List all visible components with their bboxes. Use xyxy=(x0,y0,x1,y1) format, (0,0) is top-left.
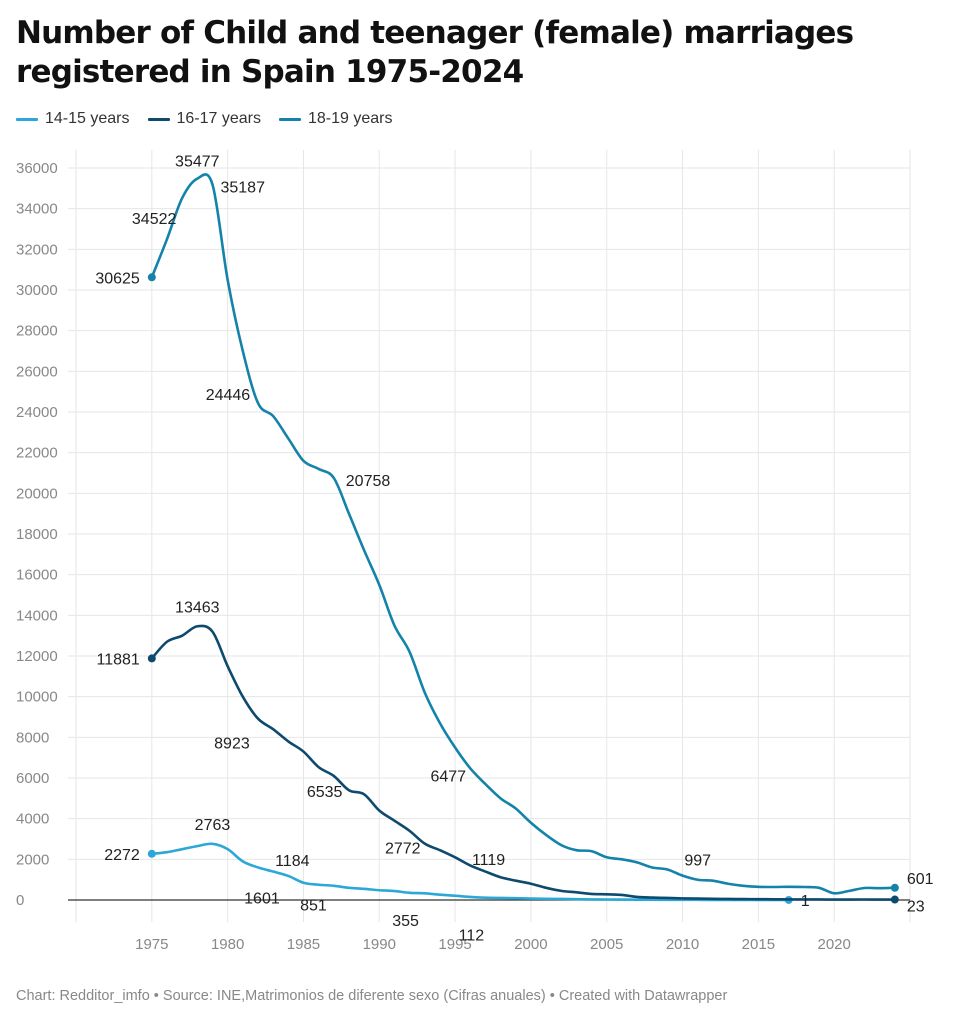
data-label: 1119 xyxy=(472,852,505,869)
data-label: 2772 xyxy=(385,841,421,858)
data-label: 35187 xyxy=(220,180,265,197)
y-tick-label: 20000 xyxy=(16,485,58,502)
y-tick-label: 0 xyxy=(16,892,24,909)
series-start-marker-16-17-years xyxy=(147,654,156,663)
x-tick-label: 1985 xyxy=(287,936,320,953)
x-tick-label: 1980 xyxy=(211,936,244,953)
x-tick-label: 2010 xyxy=(666,936,699,953)
x-tick-label: 1990 xyxy=(363,936,396,953)
data-label: 1 xyxy=(801,893,810,910)
y-tick-label: 24000 xyxy=(16,404,58,421)
data-label: 2763 xyxy=(195,817,231,834)
data-label: 23 xyxy=(907,899,925,916)
data-label: 112 xyxy=(459,928,485,945)
y-tick-label: 28000 xyxy=(16,323,58,340)
legend-label-14-15: 14-15 years xyxy=(45,110,130,127)
series-end-marker-16-17-years xyxy=(890,895,899,904)
y-tick-label: 10000 xyxy=(16,689,58,706)
series-line-16-17-years xyxy=(150,624,897,901)
data-label: 997 xyxy=(684,853,711,870)
legend-swatch-16-17 xyxy=(147,117,170,121)
legend-swatch-18-19 xyxy=(279,117,301,121)
series-line-14-15-years xyxy=(150,842,790,902)
y-tick-label: 26000 xyxy=(16,363,58,380)
x-tick-label: 1975 xyxy=(135,936,168,953)
data-label: 6535 xyxy=(307,784,343,801)
y-tick-label: 30000 xyxy=(16,282,58,299)
data-label: 11881 xyxy=(97,651,140,668)
series-start-marker-18-19-years xyxy=(147,273,156,282)
y-tick-label: 14000 xyxy=(16,607,58,624)
data-label: 355 xyxy=(392,913,419,930)
y-tick-label: 2000 xyxy=(16,851,49,868)
y-tick-label: 36000 xyxy=(16,160,58,177)
data-label: 2272 xyxy=(104,847,140,864)
series-start-marker-14-15-years xyxy=(147,849,156,858)
data-label: 601 xyxy=(907,871,934,888)
y-tick-label: 12000 xyxy=(16,648,58,665)
y-tick-label: 4000 xyxy=(16,811,49,828)
data-label: 34522 xyxy=(132,211,177,228)
legend-label-18-19: 18-19 years xyxy=(308,110,393,127)
data-label: 1184 xyxy=(275,853,310,870)
x-tick-label: 2020 xyxy=(817,936,850,953)
legend-label-16-17: 16-17 years xyxy=(176,110,262,127)
legend-item-14-15[interactable]: 14-15 years xyxy=(16,110,130,128)
data-label: 6477 xyxy=(430,768,466,785)
x-tick-label: 2005 xyxy=(590,936,623,953)
data-label: 851 xyxy=(300,898,327,915)
legend-item-18-19[interactable]: 18-19 years xyxy=(279,110,393,128)
data-label: 35477 xyxy=(175,154,220,171)
y-tick-label: 8000 xyxy=(16,729,49,746)
data-label: 13463 xyxy=(175,599,220,616)
data-label: 20758 xyxy=(346,473,391,490)
legend-item-16-17[interactable]: 16-17 years xyxy=(147,110,262,128)
y-tick-label: 22000 xyxy=(16,445,58,462)
data-label: 8923 xyxy=(214,736,250,753)
x-tick-label: 1995 xyxy=(438,936,471,953)
data-label: 30625 xyxy=(95,270,140,287)
data-label: 1601 xyxy=(244,890,280,907)
y-tick-label: 16000 xyxy=(16,567,58,584)
y-tick-label: 6000 xyxy=(16,770,49,787)
y-tick-label: 34000 xyxy=(16,201,58,218)
series-line-18-19-years xyxy=(150,173,897,895)
x-tick-label: 2015 xyxy=(742,936,775,953)
y-tick-label: 18000 xyxy=(16,526,58,543)
series-end-marker-18-19-years xyxy=(890,883,899,892)
y-tick-label: 32000 xyxy=(16,241,58,258)
legend: 14-15 years 16-17 years 18-19 years xyxy=(16,110,393,128)
legend-swatch-14-15 xyxy=(16,117,38,121)
data-label: 24446 xyxy=(206,387,251,404)
chart-footer: Chart: Redditor_imfo • Source: INE,Matri… xyxy=(16,988,728,1004)
chart-title: Number of Child and teenager (female) ma… xyxy=(16,15,854,90)
x-tick-label: 2000 xyxy=(514,936,547,953)
